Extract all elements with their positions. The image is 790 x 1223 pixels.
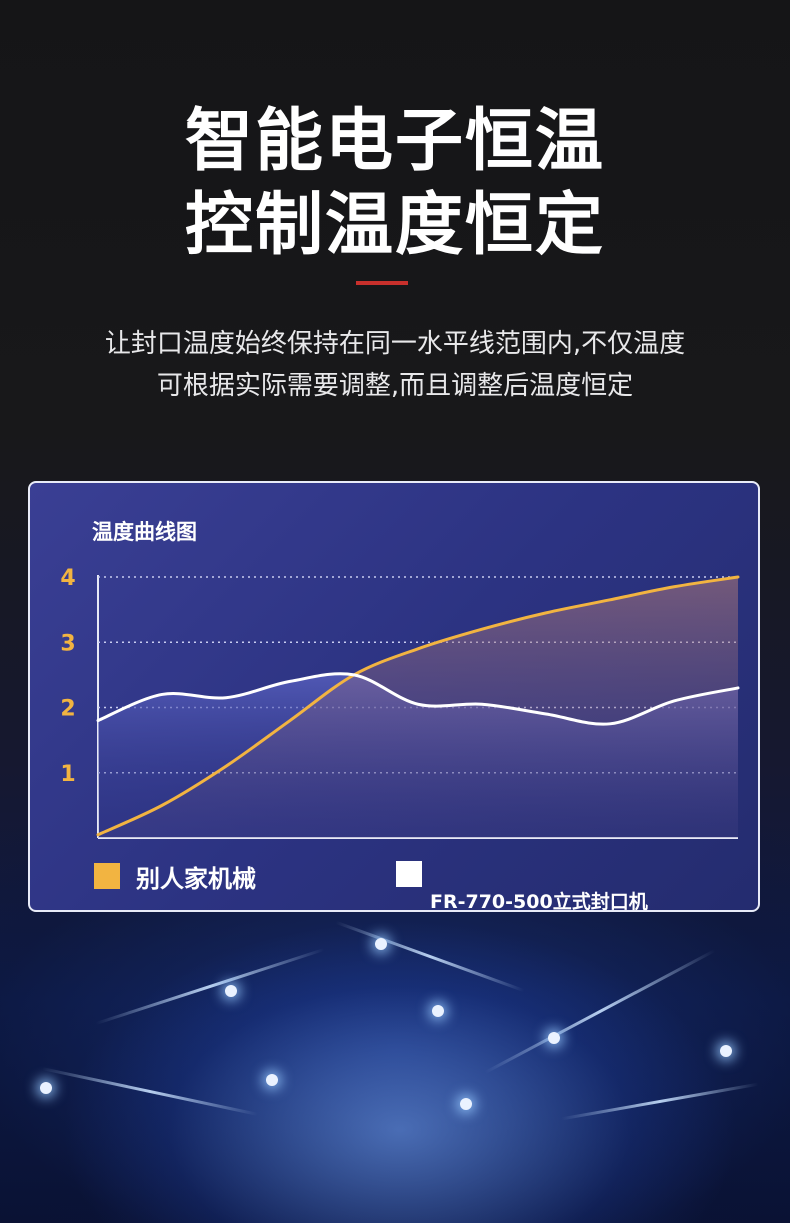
series-area-1: [98, 577, 738, 838]
data-point-series-1: [417, 647, 420, 650]
data-point-series-1: [673, 585, 676, 588]
data-point-series-2: [97, 719, 100, 722]
light-streak: [335, 920, 525, 993]
data-point-series-1: [289, 719, 292, 722]
subtitle-line-1: 让封口温度始终保持在同一水平线范围内,不仅温度: [104, 329, 686, 359]
light-node: [720, 1045, 732, 1057]
light-node: [266, 1074, 278, 1086]
headline-line-1: 智能电子恒温: [184, 102, 605, 181]
headline-line-2: 控制温度恒定: [184, 186, 605, 265]
data-point-series-2: [161, 693, 164, 696]
y-tick-label: 2: [60, 697, 75, 722]
light-node: [432, 1005, 444, 1017]
series-line-2: [96, 672, 740, 726]
data-point-series-2: [481, 703, 484, 706]
data-point-series-2: [609, 722, 612, 725]
y-tick-label: 4: [60, 566, 75, 591]
light-node: [40, 1082, 52, 1094]
data-point-series-2: [417, 703, 420, 706]
data-point-series-1: [225, 765, 228, 768]
light-streak: [95, 947, 325, 1026]
series-line-1: [96, 575, 740, 837]
light-node: [225, 985, 237, 997]
data-point-series-1: [609, 598, 612, 601]
data-point-series-1: [545, 611, 548, 614]
data-point-series-1: [97, 833, 100, 836]
y-tick-label: 1: [60, 762, 75, 787]
legend-swatch-white: [396, 861, 422, 887]
light-node: [548, 1032, 560, 1044]
data-point-series-1: [737, 576, 740, 579]
temperature-chart: 1 2 3 4: [60, 566, 740, 839]
light-streak: [561, 1082, 759, 1121]
light-node: [375, 938, 387, 950]
subtitle-line-2: 可根据实际需要调整,而且调整后温度恒定: [156, 371, 634, 401]
legend-swatch-orange: [94, 863, 120, 889]
data-point-series-2: [673, 699, 676, 702]
legend-label-series-1: 别人家机械: [136, 865, 256, 893]
accent-divider: [356, 281, 408, 285]
chart-title: 温度曲线图: [92, 520, 197, 544]
data-point-series-2: [289, 680, 292, 683]
data-point-series-2: [353, 673, 356, 676]
data-point-series-1: [161, 804, 164, 807]
chart-panel: 1 2 3 4 温度曲线图 别人家机械 FR-770-500立式封口机: [28, 481, 760, 912]
legend-label-series-2: FR-770-500立式封口机: [430, 891, 648, 912]
light-streak: [42, 1067, 258, 1116]
data-point-series-2: [545, 713, 548, 716]
light-streak: [484, 949, 716, 1074]
data-point-series-1: [481, 628, 484, 631]
y-tick-label: 3: [60, 631, 75, 656]
data-point-series-2: [737, 686, 740, 689]
data-point-series-2: [225, 696, 228, 699]
light-node: [460, 1098, 472, 1110]
